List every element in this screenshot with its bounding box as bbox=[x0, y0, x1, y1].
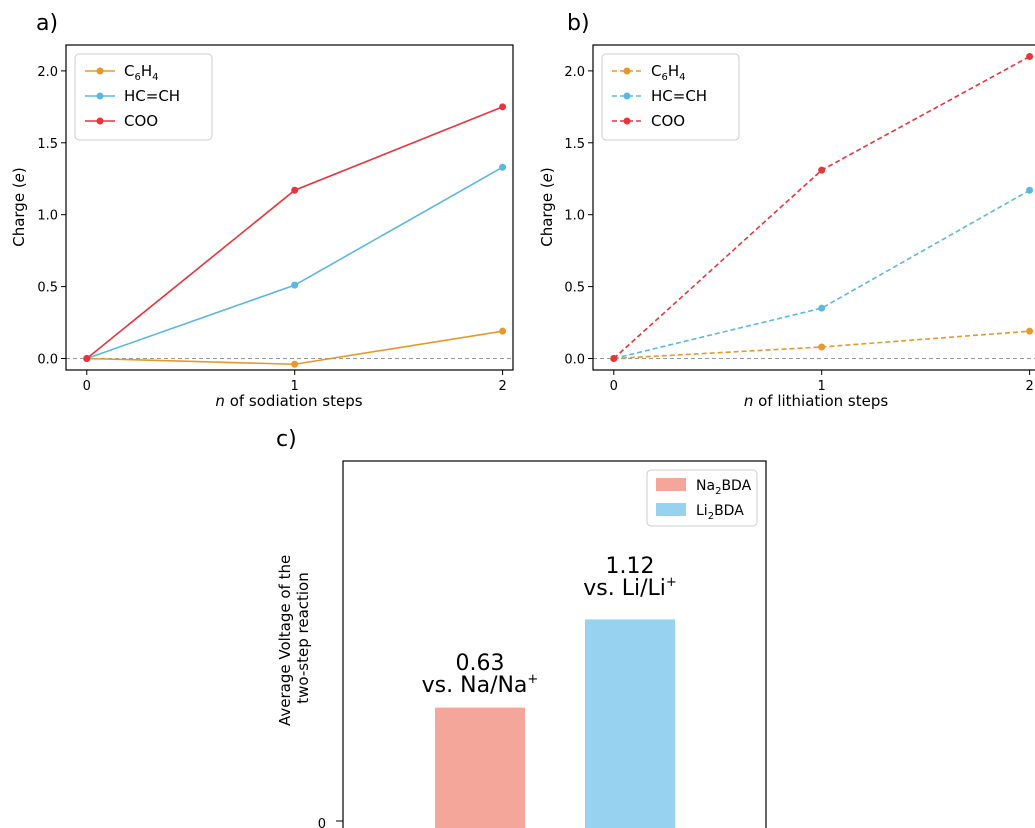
y-tick-label: 0.0 bbox=[37, 352, 58, 367]
y-tick-label: 1.0 bbox=[564, 209, 585, 224]
data-point bbox=[291, 281, 299, 289]
legend-entry: HC=CH bbox=[612, 87, 707, 105]
legend-marker bbox=[623, 117, 631, 125]
x-tick-label: 2 bbox=[1025, 379, 1033, 394]
legend: C6H4 HC=CH COO bbox=[601, 53, 740, 141]
y-tick-label: 0 bbox=[318, 817, 326, 828]
bar-reference-label: vs. Na/Na+ bbox=[422, 672, 539, 698]
data-point bbox=[1026, 186, 1034, 194]
data-point bbox=[1026, 53, 1034, 61]
y-tick-label: 2.0 bbox=[564, 65, 585, 80]
legend-marker bbox=[96, 67, 104, 75]
y-axis-label: Average Voltage of the two-step reaction bbox=[276, 550, 312, 726]
legend-marker bbox=[623, 92, 631, 100]
x-axis-label: n of lithiation steps bbox=[744, 392, 889, 410]
legend-label: C6H4 bbox=[124, 62, 159, 83]
bar-annotation: 1.12 vs. Li/Li+ bbox=[583, 554, 677, 601]
bars bbox=[336, 619, 675, 828]
y-tick-label: 0.5 bbox=[37, 281, 58, 296]
axes-frame bbox=[65, 44, 514, 371]
x-tick-labels: 0 1 2 bbox=[83, 370, 507, 394]
series-line bbox=[86, 106, 503, 360]
data-point bbox=[291, 186, 299, 194]
y-tick-label: 0.5 bbox=[564, 281, 585, 296]
data-point bbox=[610, 354, 618, 362]
legend-marker bbox=[96, 117, 104, 125]
panel-c: c) 0 Average Voltage of the two-step rea… bbox=[276, 427, 767, 828]
panel-a: a) 0.0 0.5 1.0 1.5 2.0 0 1 2 n of sodiation st… bbox=[10, 11, 514, 410]
data-point bbox=[291, 360, 299, 368]
data-point bbox=[83, 354, 91, 362]
legend-entry: COO bbox=[85, 112, 158, 130]
panel-label: a) bbox=[36, 11, 58, 36]
bar-annotation: 0.63 vs. Na/Na+ bbox=[422, 651, 539, 698]
y-tick-label: 0.0 bbox=[564, 352, 585, 367]
panel-label: b) bbox=[567, 11, 590, 36]
legend-label: C6H4 bbox=[651, 62, 686, 83]
data-point bbox=[818, 166, 826, 174]
bar bbox=[435, 707, 525, 828]
legend-frame bbox=[74, 53, 213, 141]
legend-swatch bbox=[656, 503, 686, 516]
legend-label: Li2BDA bbox=[696, 503, 744, 522]
panel-label: c) bbox=[276, 427, 297, 452]
legend-swatch bbox=[656, 478, 686, 491]
y-axis-label-line1: Average Voltage of the bbox=[276, 555, 294, 726]
y-tick-label: 2.0 bbox=[37, 65, 58, 80]
y-tick-label: 1.5 bbox=[37, 137, 58, 152]
legend-label: COO bbox=[651, 112, 685, 130]
x-tick-label: 1 bbox=[818, 379, 826, 394]
x-axis-label: n of sodiation steps bbox=[215, 392, 362, 410]
legend-marker bbox=[623, 67, 631, 75]
x-tick-label: 2 bbox=[498, 379, 506, 394]
legend-label: HC=CH bbox=[124, 87, 180, 105]
data-point bbox=[818, 343, 826, 351]
legend-entry: HC=CH bbox=[85, 87, 180, 105]
legend-entry: C6H4 bbox=[612, 62, 686, 83]
y-axis-label-line2: two-step reaction bbox=[294, 572, 312, 703]
legend-label: HC=CH bbox=[651, 87, 707, 105]
axes-frame bbox=[342, 460, 767, 828]
y-axis-label: Charge (e) bbox=[538, 167, 556, 247]
legend-marker bbox=[96, 92, 104, 100]
bar-reference-label: vs. Li/Li+ bbox=[583, 575, 677, 601]
legend-label: COO bbox=[124, 112, 158, 130]
panel-b: b) 0.0 0.5 1.0 1.5 2.0 0 1 2 n of lithiation s… bbox=[538, 11, 1035, 410]
data-point bbox=[499, 103, 507, 111]
data-point bbox=[499, 327, 507, 335]
series-line bbox=[613, 189, 1030, 360]
plot-area bbox=[593, 53, 1035, 362]
y-tick-label: 1.0 bbox=[37, 209, 58, 224]
y-axis-label: Charge (e) bbox=[10, 167, 28, 247]
legend-entry: C6H4 bbox=[85, 62, 159, 83]
x-tick-label: 1 bbox=[291, 379, 299, 394]
bar bbox=[585, 619, 675, 828]
y-tick-label: 1.5 bbox=[564, 137, 585, 152]
bar-value-label: 1.12 bbox=[606, 554, 655, 579]
y-tick-labels: 0.0 0.5 1.0 1.5 2.0 bbox=[37, 65, 66, 367]
series-line bbox=[86, 166, 503, 360]
legend-entry: Li2BDA bbox=[656, 503, 744, 522]
legend-entry: COO bbox=[612, 112, 685, 130]
x-tick-label: 0 bbox=[83, 379, 91, 394]
legend-frame bbox=[601, 53, 740, 141]
axes-frame bbox=[592, 44, 1035, 371]
data-point bbox=[499, 163, 507, 171]
x-tick-label: 0 bbox=[610, 379, 618, 394]
bar-value-label: 0.63 bbox=[456, 651, 505, 676]
data-point bbox=[1026, 327, 1034, 335]
legend-entry: Na2BDA bbox=[656, 478, 752, 497]
y-tick-labels: 0.0 0.5 1.0 1.5 2.0 bbox=[564, 65, 593, 367]
plot-area bbox=[66, 103, 513, 368]
legend: C6H4 HC=CH COO bbox=[74, 53, 213, 141]
data-point bbox=[818, 304, 826, 312]
legend: Na2BDA Li2BDA bbox=[646, 469, 758, 527]
x-tick-labels: 0 1 2 bbox=[610, 370, 1034, 394]
legend-label: Na2BDA bbox=[696, 478, 752, 497]
